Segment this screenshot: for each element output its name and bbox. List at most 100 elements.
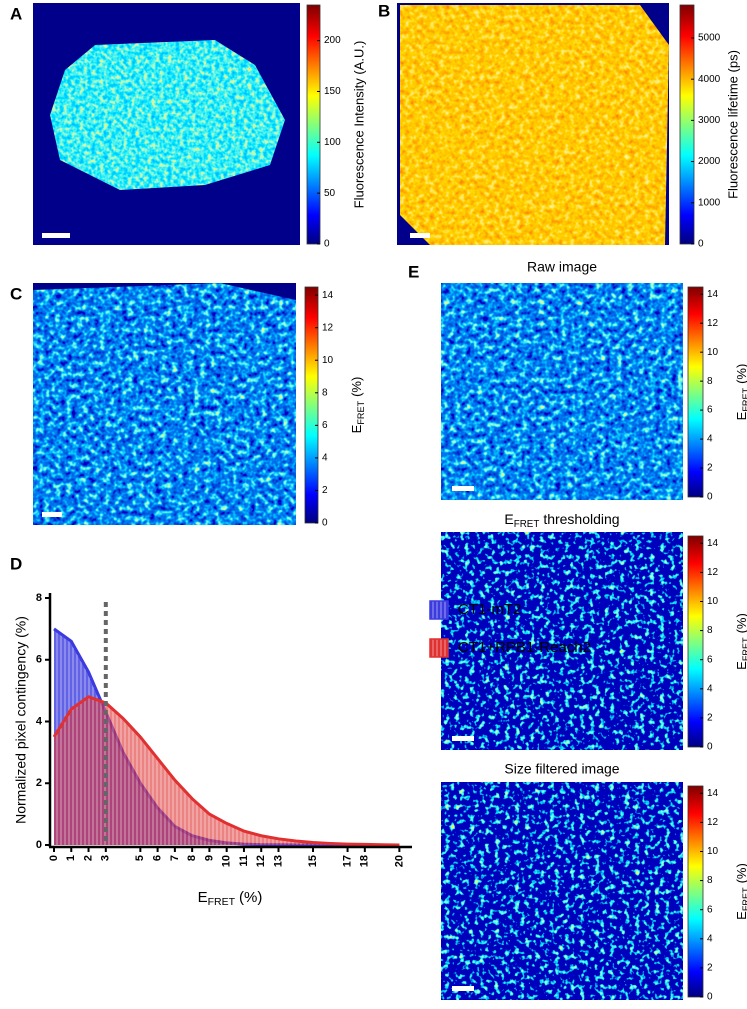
colorbar-tick-label: 8 (322, 387, 328, 398)
image-cells (33, 283, 296, 525)
colorbar-tick-label: 10 (707, 846, 719, 857)
x-tick-label: 10 (221, 855, 233, 867)
x-tick-label: 17 (341, 855, 353, 867)
colorbar-tick-label: 14 (322, 290, 334, 301)
scale-bar (410, 233, 430, 238)
colorbar-tick-label: 100 (324, 137, 341, 148)
image-title: EFRET thresholding (504, 511, 619, 530)
colorbar-tick-label: 0 (324, 239, 330, 250)
colorbar-tick-label: 12 (707, 817, 719, 828)
colorbar-title: Fluorescence lifetime (ps) (725, 50, 740, 199)
colorbar-tick-label: 1000 (698, 197, 721, 208)
colorbar-title-sub: FRET (741, 887, 747, 911)
x-axis-title: EFRET (%) (198, 889, 263, 908)
colorbar (306, 4, 321, 245)
colorbar-title: EFRET (%) (349, 377, 366, 434)
colorbar (687, 535, 704, 748)
legend-label: CT1-mT2 (458, 601, 521, 618)
colorbar-title-main: E (734, 411, 747, 420)
x-tick-label: 15 (307, 855, 319, 867)
x-tick-label: 11 (238, 855, 250, 867)
colorbar-tick-label: 0 (707, 742, 713, 753)
x-tick-label: 1 (65, 855, 77, 861)
colorbar-title-rest: (%) (349, 377, 364, 397)
colorbar-tick-label: 150 (324, 86, 341, 97)
colorbar-title: EFRET (%) (734, 863, 747, 920)
colorbar (687, 785, 704, 998)
y-tick-label: 6 (36, 654, 42, 666)
x-axis-title-sub: FRET (208, 896, 236, 908)
y-tick-label: 2 (36, 777, 42, 789)
colorbar-tick-label: 10 (322, 355, 334, 366)
colorbar-tick-label: 2 (707, 713, 713, 724)
colorbar-tick-label: 4000 (698, 74, 721, 85)
x-tick-label: 13 (272, 855, 284, 867)
x-axis-title-main: E (198, 889, 208, 906)
colorbar-tick-label: 8 (707, 376, 713, 387)
y-tick-label: 0 (36, 839, 42, 851)
colorbar-tick-label: 6 (707, 654, 713, 665)
panel-label: A (10, 4, 22, 23)
legend-label: CT1+RPB1-Reach2 (458, 639, 591, 656)
colorbar-tick-label: 4 (322, 453, 328, 464)
x-tick-label: 5 (134, 855, 146, 861)
colorbar-tick-label: 5000 (698, 33, 721, 44)
image-title-main: E (504, 511, 513, 527)
y-axis-title: Normalized pixel contingency (%) (13, 616, 29, 824)
image-title-sub: FRET (514, 519, 540, 530)
scale-bar (452, 736, 474, 741)
colorbar-tick-label: 0 (698, 239, 704, 250)
colorbar-title-main: E (734, 661, 747, 670)
colorbar-title-sub: FRET (356, 400, 366, 424)
colorbar-tick-label: 3000 (698, 115, 721, 126)
colorbar-tick-label: 14 (707, 289, 719, 300)
colorbar-tick-label: 4 (707, 434, 713, 445)
colorbar-title-rest: (%) (734, 613, 747, 633)
x-tick-label: 9 (203, 855, 215, 861)
image-title: Raw image (527, 259, 597, 275)
legend-swatch (429, 600, 449, 620)
image-title-rest: thresholding (543, 511, 619, 527)
image-cells (441, 782, 683, 1000)
colorbar-title: EFRET (%) (734, 613, 747, 670)
colorbar-tick-label: 2 (707, 463, 713, 474)
colorbar-tick-label: 0 (322, 518, 328, 529)
colorbar-tick-label: 12 (707, 567, 719, 578)
colorbar-tick-label: 10 (707, 347, 719, 358)
image-cells (441, 532, 683, 750)
colorbar-tick-label: 14 (707, 538, 719, 549)
image-cells (400, 5, 669, 245)
area (54, 696, 400, 845)
scale-bar (452, 486, 474, 491)
colorbar-title-sub: FRET (741, 637, 747, 661)
x-tick-label: 20 (393, 855, 405, 867)
legend-swatch (429, 638, 449, 658)
colorbar-tick-label: 6 (322, 420, 328, 431)
colorbar-tick-label: 50 (324, 188, 336, 199)
image-cells (441, 283, 683, 500)
scale-bar (42, 512, 62, 517)
colorbar-title-rest: (%) (734, 863, 747, 883)
colorbar-tick-label: 4 (707, 683, 713, 694)
colorbar-tick-label: 200 (324, 35, 341, 46)
x-tick-label: 18 (359, 855, 371, 867)
panel-label: C (10, 284, 22, 303)
scale-bar (452, 986, 474, 991)
area-outline (52, 695, 400, 847)
colorbar-tick-label: 4 (707, 933, 713, 944)
x-axis-title-rest: (%) (239, 889, 262, 906)
x-tick-label: 2 (82, 855, 94, 861)
image-title: Size filtered image (504, 761, 619, 777)
colorbar (304, 286, 319, 524)
x-tick-label: 6 (152, 855, 164, 861)
image-cells (50, 40, 285, 190)
colorbar-tick-label: 12 (707, 318, 719, 329)
x-tick-label: 12 (255, 855, 267, 867)
x-tick-label: 7 (169, 855, 181, 861)
y-tick-label: 8 (36, 592, 42, 604)
colorbar-tick-label: 6 (707, 904, 713, 915)
panel-label: E (408, 262, 419, 281)
x-tick-label: 8 (186, 855, 198, 861)
colorbar-title-sub: FRET (741, 387, 747, 411)
